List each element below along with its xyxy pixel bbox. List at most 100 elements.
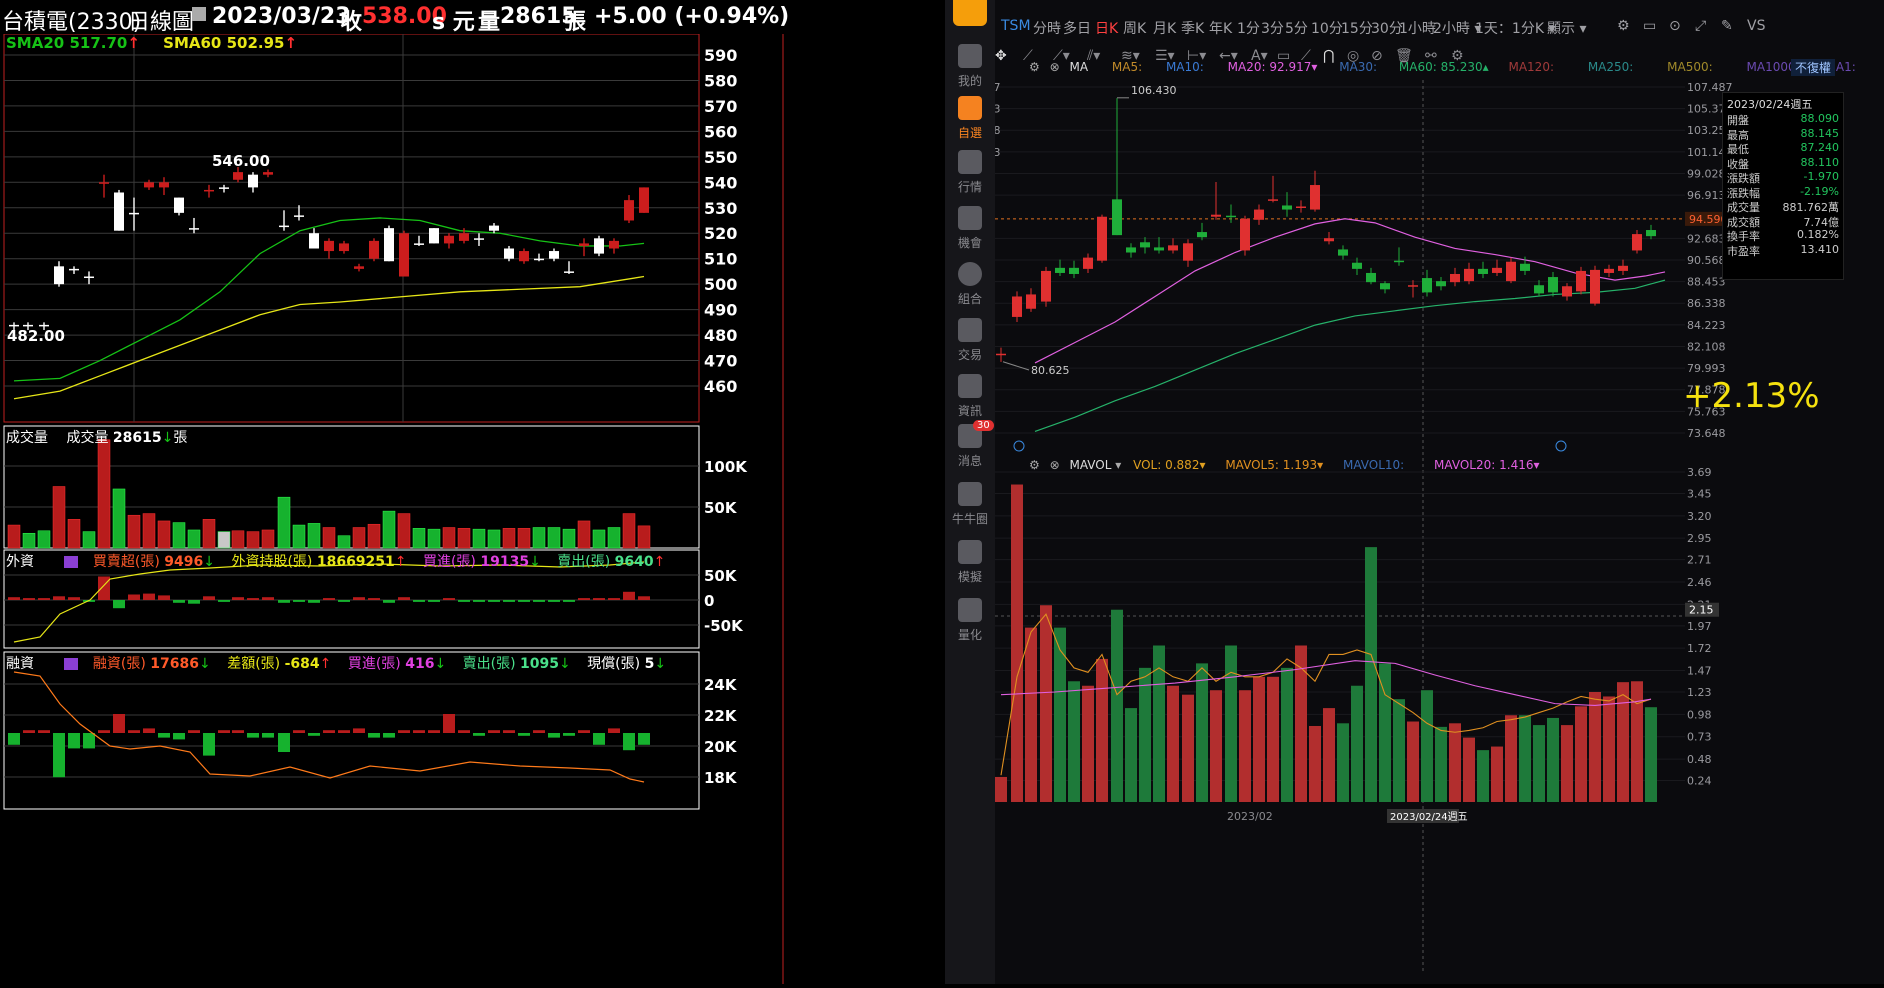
candle-body bbox=[1520, 263, 1530, 271]
tab-6[interactable]: 季K bbox=[1181, 21, 1205, 37]
settings-icon[interactable]: ⚙ bbox=[1451, 48, 1464, 64]
tab-8[interactable]: 1分 bbox=[1237, 21, 1260, 37]
tab-2[interactable]: 多日 bbox=[1063, 21, 1091, 37]
tab-10[interactable]: 5分 bbox=[1285, 21, 1308, 37]
foreign-legend: 外資 買賣超(張) 9496↓ 外資持股(張) 18669251↑ 買進(張) … bbox=[6, 551, 665, 571]
candle-body bbox=[1126, 247, 1136, 253]
sidebar-item-7[interactable]: 消息 30 bbox=[945, 420, 995, 469]
sidebar-item-8[interactable]: 牛牛圈 bbox=[945, 482, 995, 527]
right-chart-svg[interactable]: 107.487 107.487 105.373 105.373 103.258 103.2… bbox=[995, 72, 1884, 984]
sidebar-item-4[interactable]: 組合 bbox=[945, 262, 995, 307]
tab-16[interactable]: 1天：1分K ▾ bbox=[1475, 21, 1556, 37]
gear-icon[interactable]: ⚙ bbox=[1617, 18, 1630, 34]
close-icon[interactable]: ⊗ bbox=[1049, 458, 1060, 472]
volume-bar bbox=[217, 531, 231, 549]
foreign-bar bbox=[368, 598, 380, 600]
hide-icon[interactable]: ⊘ bbox=[1371, 48, 1383, 64]
candle-body bbox=[84, 276, 94, 279]
volume-bar bbox=[382, 510, 396, 549]
lock-icon[interactable]: ◎ bbox=[1347, 48, 1360, 64]
text-tool-icon[interactable]: A▾ bbox=[1251, 48, 1268, 64]
sidebar-item-5[interactable]: 交易 bbox=[945, 318, 995, 363]
ma-label[interactable]: MA bbox=[1069, 60, 1089, 74]
measure-tool-icon[interactable]: ⊢▾ bbox=[1187, 48, 1207, 64]
period-label[interactable]: 日線圖 bbox=[128, 10, 195, 35]
volume-panel-frame bbox=[3, 425, 700, 549]
margin-diff-label: 差額(張) bbox=[227, 656, 281, 672]
foreign-bar bbox=[353, 597, 365, 600]
foreign-bar bbox=[338, 600, 350, 602]
layout-icon[interactable]: ▭ bbox=[1643, 18, 1657, 34]
tab-15[interactable]: 2小時 ▾ bbox=[1433, 21, 1482, 37]
info-value: -2.19% bbox=[1800, 184, 1839, 198]
list-icon[interactable] bbox=[64, 556, 79, 568]
price-tick: 540 bbox=[704, 173, 737, 192]
arrow-tool-icon[interactable]: ←▾ bbox=[1219, 48, 1238, 64]
sidebar-item-2[interactable]: 行情 bbox=[945, 150, 995, 195]
tab-3[interactable]: 日K bbox=[1095, 21, 1119, 37]
link-icon[interactable]: ⚯ bbox=[1425, 48, 1437, 64]
volume-bar bbox=[127, 514, 141, 549]
draw-icon[interactable]: ✎ bbox=[1721, 18, 1733, 34]
channel-tool-icon[interactable]: ⫽▾ bbox=[1087, 48, 1101, 64]
sidebar-item-10[interactable]: 量化 bbox=[945, 598, 995, 643]
volume-bar bbox=[1253, 676, 1265, 802]
tab-9[interactable]: 3分 bbox=[1261, 21, 1284, 37]
price-tick: 480 bbox=[704, 326, 737, 345]
foreign-bar bbox=[158, 595, 170, 600]
sidebar-item-9[interactable]: 模擬 bbox=[945, 540, 995, 585]
tab-5[interactable]: 月K bbox=[1153, 21, 1177, 37]
tab-0[interactable]: TSM bbox=[1001, 18, 1031, 34]
magnet-icon[interactable]: ⋂ bbox=[1323, 48, 1335, 64]
comment-icon[interactable]: ▭ bbox=[1277, 48, 1291, 64]
tab-12[interactable]: 15分 bbox=[1341, 21, 1373, 37]
camera-icon[interactable]: ⊙ bbox=[1669, 18, 1681, 34]
foreign-tick: 50K bbox=[704, 567, 738, 585]
sidebar-item-1[interactable]: 自選 bbox=[945, 96, 995, 141]
volume-bar bbox=[577, 520, 591, 549]
high-annotation: 106.430 bbox=[1131, 84, 1177, 97]
ray-tool-icon[interactable]: ⟋▾ bbox=[1053, 48, 1070, 64]
sidebar-item-6[interactable]: 資訊 bbox=[945, 374, 995, 419]
delete-icon[interactable]: 🗑 bbox=[1395, 48, 1413, 64]
fib-tool-icon[interactable]: ☰▾ bbox=[1155, 48, 1175, 64]
foreign-buysell-label: 買賣超(張) bbox=[92, 554, 160, 570]
candle-body bbox=[99, 182, 109, 184]
close-icon[interactable]: ⊗ bbox=[1049, 60, 1060, 74]
vs-icon[interactable]: VS bbox=[1747, 18, 1766, 34]
settings-icon[interactable]: ⚙ bbox=[1029, 458, 1040, 472]
tab-4[interactable]: 周K bbox=[1123, 21, 1147, 37]
adjust-button[interactable]: 不復權 bbox=[1791, 59, 1836, 76]
tab-1[interactable]: 分時 bbox=[1033, 21, 1061, 37]
left-chart-svg[interactable]: 590 580 570 560 550 540 530 520 510 500 490 480 470 4… bbox=[0, 33, 940, 984]
sidebar-item-3[interactable]: 機會 bbox=[945, 206, 995, 251]
volume-bar bbox=[1463, 737, 1475, 802]
line-tool-icon[interactable]: ⟋ bbox=[1023, 48, 1033, 64]
right-candles bbox=[996, 98, 1656, 362]
mavol20-line bbox=[1000, 660, 1652, 706]
fullscreen-icon[interactable]: ⤢ bbox=[1695, 18, 1707, 34]
foreign-bar bbox=[563, 600, 575, 602]
volume-bar bbox=[1068, 681, 1080, 802]
margin-bar bbox=[593, 733, 605, 745]
candle-body bbox=[1268, 199, 1278, 201]
volume-bar bbox=[487, 529, 501, 549]
app-logo[interactable] bbox=[953, 0, 987, 26]
tab-14[interactable]: 1小時 bbox=[1399, 21, 1436, 37]
tab-7[interactable]: 年K bbox=[1209, 21, 1233, 37]
change-overlay: +2.13% bbox=[1683, 376, 1820, 416]
tab-17[interactable]: 顯示 ▾ bbox=[1547, 21, 1587, 37]
volume-bar bbox=[622, 513, 636, 549]
left-chart-area[interactable]: 590 580 570 560 550 540 530 520 510 500 490 480 470 4… bbox=[0, 33, 940, 984]
settings-icon[interactable]: ⚙ bbox=[1029, 60, 1040, 74]
tab-13[interactable]: 30分 bbox=[1371, 21, 1403, 37]
crosshair-icon[interactable]: ✥ bbox=[995, 48, 1007, 64]
candle-body bbox=[594, 238, 604, 254]
mavol-label[interactable]: MAVOL bbox=[1069, 458, 1112, 472]
dropdown-icon[interactable] bbox=[192, 7, 206, 21]
pen-icon[interactable]: ⟋ bbox=[1301, 48, 1311, 64]
list-icon[interactable] bbox=[64, 658, 79, 670]
wave-tool-icon[interactable]: ≋▾ bbox=[1121, 48, 1140, 64]
sidebar-item-0[interactable]: 我的 bbox=[945, 44, 995, 89]
tab-11[interactable]: 10分 bbox=[1311, 21, 1343, 37]
